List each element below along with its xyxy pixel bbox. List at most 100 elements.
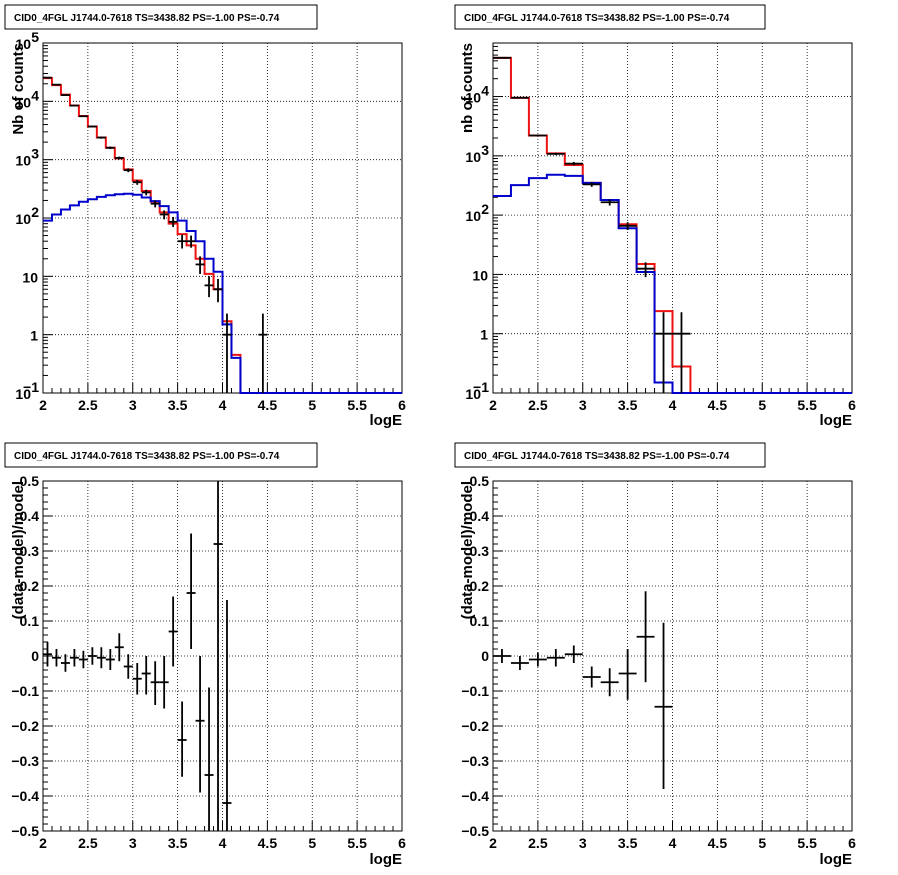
data-point — [672, 312, 691, 393]
data-point — [654, 622, 673, 789]
x-axis-label: logE — [370, 412, 403, 429]
series-line-1 — [43, 192, 402, 394]
y-tick-label: 10 — [22, 269, 38, 285]
data-point — [150, 661, 160, 705]
data-point — [510, 96, 529, 99]
data-point — [123, 654, 133, 679]
data-point — [204, 687, 214, 831]
data-point — [177, 234, 187, 249]
y-tick-label: 1 — [30, 328, 38, 344]
grid — [493, 481, 852, 831]
x-tick-label: 4 — [219, 397, 227, 413]
x-tick-label: 4.5 — [258, 397, 278, 413]
data-point — [636, 591, 655, 683]
x-axis-label: logE — [820, 412, 853, 429]
data-point — [51, 649, 61, 667]
y-axis-label: Nb of counts — [10, 43, 27, 135]
y-axis-label: (data-model)/model — [10, 481, 27, 619]
y-tick-label: 10 — [465, 208, 481, 224]
chart-title: CID0_4FGL J1744.0-7618 TS=3438.82 PS=-1.… — [14, 451, 280, 462]
y-tick-label: 0.3 — [470, 543, 490, 559]
data-points — [493, 56, 691, 393]
title-box — [454, 4, 766, 30]
data-point — [60, 94, 70, 96]
x-tick-label: 2.5 — [528, 835, 548, 851]
y-tick-label: 10 — [465, 386, 481, 402]
panel-bottom-right-residuals: CID0_4FGL J1744.0-7618 TS=3438.82 PS=-1.… — [454, 442, 856, 868]
data-point — [114, 156, 124, 160]
data-point — [493, 56, 511, 59]
x-tick-label: 2.5 — [78, 835, 98, 851]
y-tick-exponent: 3 — [481, 142, 489, 158]
data-point — [493, 649, 511, 663]
data-point — [150, 200, 160, 208]
x-tick-label: 6 — [398, 397, 406, 413]
y-axis-label: (data-model)/model — [459, 481, 476, 619]
data-point — [168, 596, 178, 667]
data-point — [600, 668, 619, 697]
data-points — [43, 481, 232, 831]
data-point — [510, 656, 529, 670]
y-tick-exponent: 3 — [31, 146, 39, 162]
chart-title: CID0_4FGL J1744.0-7618 TS=3438.82 PS=-1.… — [464, 451, 730, 462]
data-point — [114, 633, 124, 662]
x-tick-label: 4 — [219, 835, 227, 851]
x-tick-label: 2 — [489, 835, 497, 851]
data-point — [546, 152, 565, 156]
data-point — [222, 313, 232, 393]
data-point — [123, 168, 133, 173]
y-tick-label: 10 — [15, 386, 31, 402]
data-point — [636, 262, 655, 278]
data-point — [78, 115, 88, 118]
chart-title: CID0_4FGL J1744.0-7618 TS=3438.82 PS=-1.… — [14, 13, 280, 24]
data-points — [493, 591, 673, 789]
data-point — [87, 647, 97, 665]
y-tick-label: 0.4 — [470, 508, 490, 524]
y-tick-label: 0.2 — [20, 578, 40, 594]
x-axis-label: logE — [820, 851, 853, 868]
y-tick-label: 0 — [31, 648, 39, 664]
y-tick-exponent: 2 — [31, 204, 39, 220]
series-line-0 — [493, 56, 852, 394]
grid — [493, 43, 852, 393]
data-point — [222, 600, 232, 831]
x-tick-label: 3 — [129, 397, 137, 413]
data-point — [177, 701, 187, 777]
x-tick-label: 3 — [579, 835, 587, 851]
data-point — [528, 134, 547, 137]
data-point — [213, 279, 223, 303]
panel-top-right-counts: CID0_4FGL J1744.0-7618 TS=3438.82 PS=-1.… — [454, 4, 856, 429]
x-tick-label: 5 — [308, 835, 316, 851]
x-tick-label: 4.5 — [708, 835, 728, 851]
y-tick-label: 10 — [15, 153, 31, 169]
data-point — [69, 104, 79, 107]
data-point — [132, 663, 142, 695]
x-axis-ticks: 2 2.5 3 3.5 4 4.5 5 5.5 6 — [489, 821, 856, 851]
data-point — [159, 210, 169, 220]
y-tick-exponent: −1 — [473, 379, 489, 395]
x-tick-label: 3.5 — [168, 835, 188, 851]
data-point — [43, 76, 52, 79]
data-point — [132, 179, 142, 185]
y-tick-label: 10 — [15, 94, 31, 110]
y-axis-ticks: −0.5 −0.4 −0.3 −0.2 −0.1 0 0.1 0.2 0.3 0.4 0.5 — [461, 473, 503, 839]
y-tick-label: 10 — [472, 267, 488, 283]
y-tick-label: 0.4 — [20, 508, 40, 524]
series-line-1 — [493, 173, 852, 394]
x-axis-label: logE — [370, 851, 403, 868]
y-tick-exponent: 2 — [481, 201, 489, 217]
x-tick-label: 2 — [39, 835, 47, 851]
data-point — [60, 654, 70, 672]
x-tick-label: 6 — [848, 835, 856, 851]
y-tick-exponent: 4 — [481, 83, 489, 99]
x-tick-label: 3.5 — [168, 397, 188, 413]
y-tick-label: 0.1 — [470, 613, 490, 629]
data-point — [204, 276, 214, 298]
y-tick-label: 10 — [465, 90, 481, 106]
data-point — [564, 161, 583, 166]
data-point — [600, 199, 619, 206]
x-tick-label: 4 — [669, 835, 677, 851]
y-tick-label: 1 — [480, 327, 488, 343]
title-box — [454, 442, 766, 468]
